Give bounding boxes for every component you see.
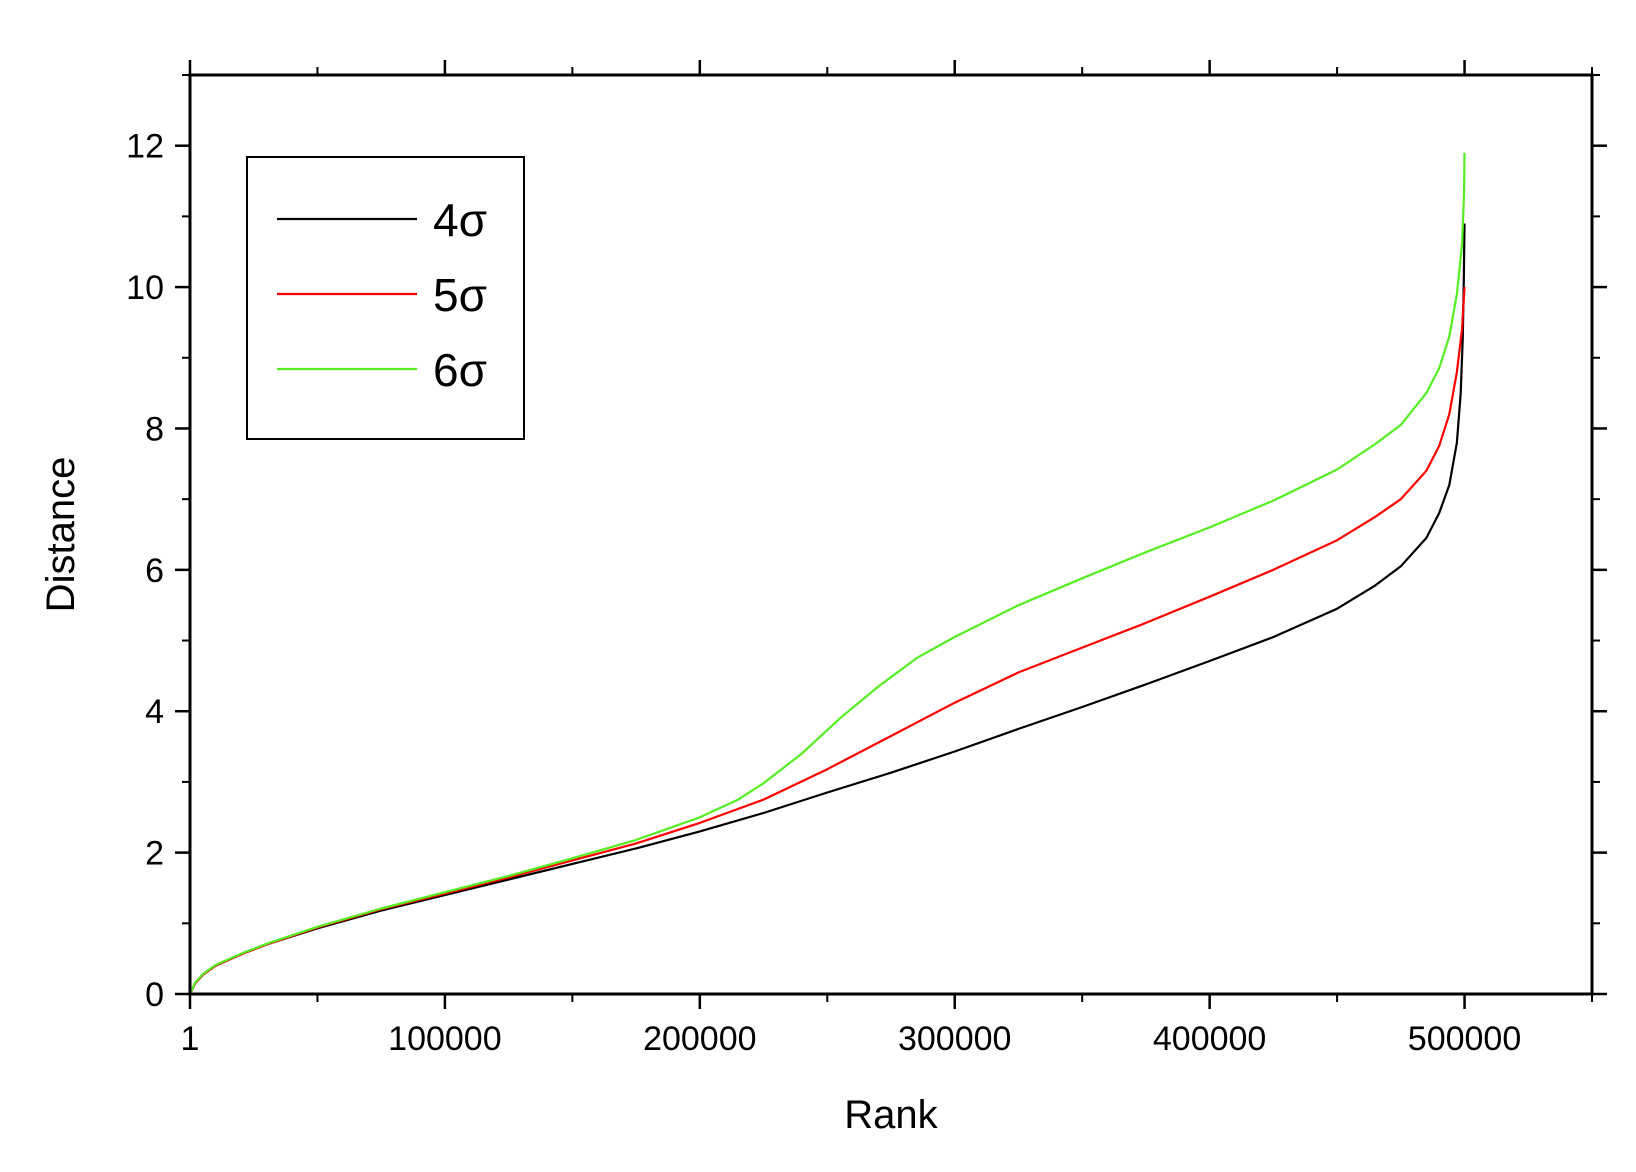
y-tick-label: 0 bbox=[145, 976, 164, 1014]
legend-label-3: 6σ bbox=[433, 344, 487, 396]
legend-label-1: 4σ bbox=[433, 194, 487, 246]
axis-ticks bbox=[175, 60, 1607, 1009]
x-tick-label: 300000 bbox=[898, 1020, 1011, 1058]
x-tick-label: 200000 bbox=[643, 1020, 756, 1058]
legend: 4σ 5σ 6σ bbox=[246, 156, 525, 440]
plot-series bbox=[188, 152, 1466, 995]
y-tick-label: 8 bbox=[145, 410, 164, 448]
tick-labels: 1 100000 200000 300000 400000 500000 0 2 4 6 8 10 12 bbox=[126, 128, 1521, 1058]
x-tick-label: 1 bbox=[181, 1020, 200, 1058]
x-axis-title: Rank bbox=[844, 1093, 938, 1137]
y-axis-title: Distance bbox=[39, 457, 83, 613]
legend-box bbox=[246, 156, 525, 440]
y-tick-label: 12 bbox=[126, 128, 164, 166]
x-tick-label: 400000 bbox=[1153, 1020, 1266, 1058]
series-line-3 bbox=[188, 152, 1466, 995]
x-tick-label: 100000 bbox=[388, 1020, 501, 1058]
plot-frame bbox=[188, 73, 1594, 996]
y-tick-label: 2 bbox=[145, 835, 164, 873]
y-tick-label: 6 bbox=[145, 552, 164, 590]
y-tick-label: 4 bbox=[145, 693, 164, 731]
legend-label-2: 5σ bbox=[433, 269, 487, 321]
y-tick-label: 10 bbox=[126, 269, 164, 307]
x-tick-label: 500000 bbox=[1408, 1020, 1521, 1058]
